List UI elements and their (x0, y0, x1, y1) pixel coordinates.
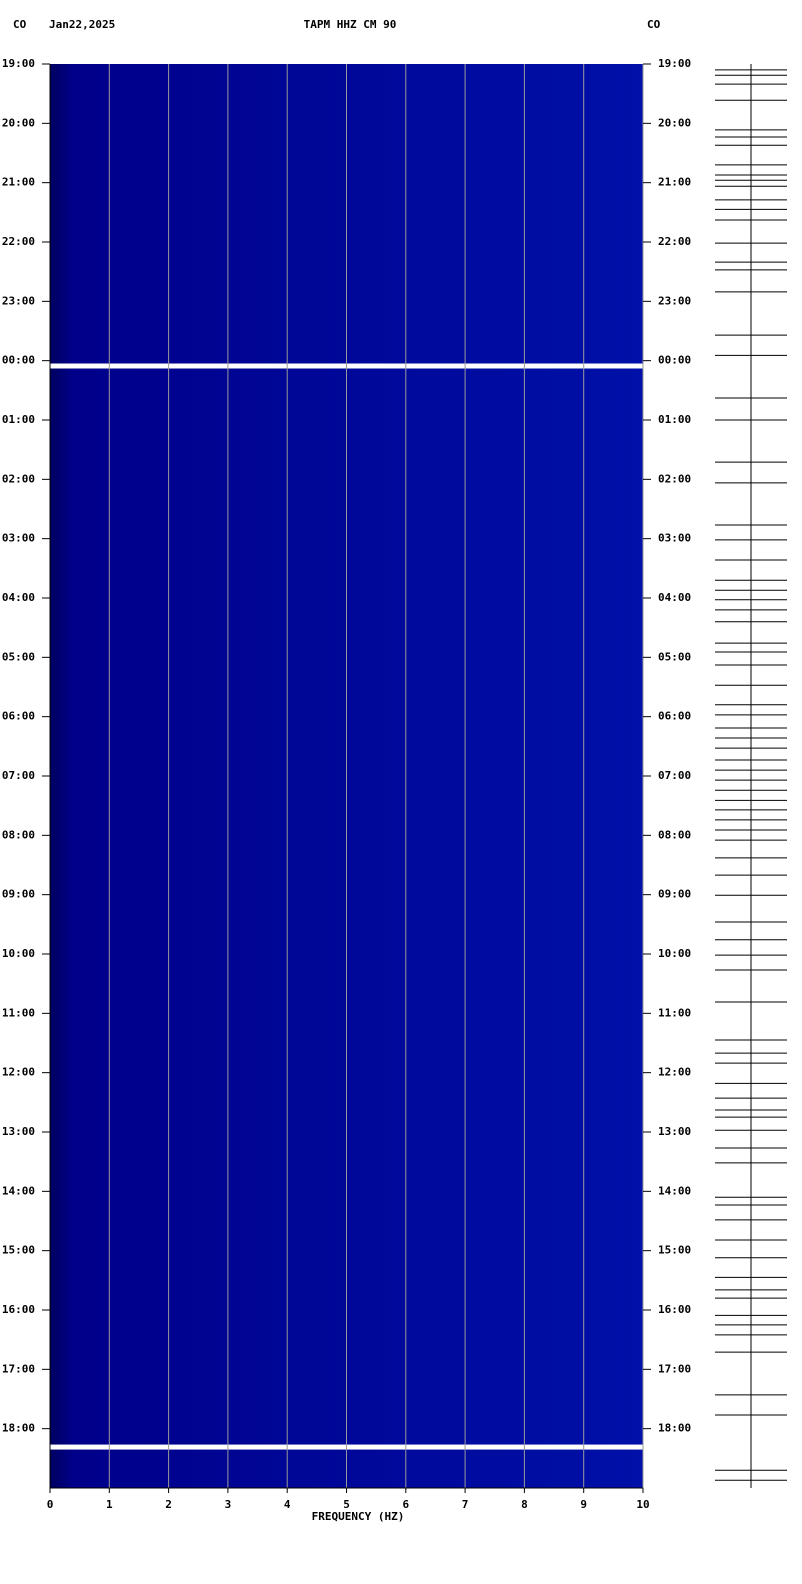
header-left: CO (13, 18, 27, 31)
y-tick-label: 11:00 (2, 1006, 35, 1019)
x-axis-label: FREQUENCY (HZ) (312, 1510, 405, 1523)
y-tick-label-right: 23:00 (658, 294, 691, 307)
y-tick-label: 13:00 (2, 1125, 35, 1138)
y-tick-label-right: 20:00 (658, 116, 691, 129)
y-tick-label-right: 06:00 (658, 710, 691, 723)
y-tick-label-right: 15:00 (658, 1244, 691, 1257)
x-tick-label: 3 (225, 1498, 232, 1511)
y-tick-label-right: 00:00 (658, 354, 691, 367)
y-tick-label: 19:00 (2, 57, 35, 70)
y-tick-label: 05:00 (2, 650, 35, 663)
y-tick-label: 00:00 (2, 354, 35, 367)
y-tick-label-right: 13:00 (658, 1125, 691, 1138)
y-tick-label-right: 07:00 (658, 769, 691, 782)
x-tick-label: 5 (343, 1498, 350, 1511)
x-tick-label: 2 (165, 1498, 172, 1511)
y-tick-label-right: 02:00 (658, 472, 691, 485)
chart-title: TAPM HHZ CM 90 (304, 18, 397, 31)
y-tick-label-right: 16:00 (658, 1303, 691, 1316)
y-tick-label-right: 18:00 (658, 1422, 691, 1435)
y-tick-label: 21:00 (2, 176, 35, 189)
x-tick-label: 1 (106, 1498, 113, 1511)
y-tick-label-right: 21:00 (658, 176, 691, 189)
y-tick-label-right: 14:00 (658, 1184, 691, 1197)
y-tick-label: 15:00 (2, 1244, 35, 1257)
y-tick-label-right: 17:00 (658, 1362, 691, 1375)
y-tick-label: 22:00 (2, 235, 35, 248)
y-tick-label: 07:00 (2, 769, 35, 782)
x-tick-label: 6 (402, 1498, 409, 1511)
y-tick-label-right: 03:00 (658, 532, 691, 545)
x-tick-label: 9 (580, 1498, 587, 1511)
y-tick-label: 18:00 (2, 1422, 35, 1435)
y-tick-label: 08:00 (2, 828, 35, 841)
x-tick-label: 10 (636, 1498, 649, 1511)
y-tick-label: 01:00 (2, 413, 35, 426)
y-tick-label-right: 05:00 (658, 650, 691, 663)
y-tick-label: 10:00 (2, 947, 35, 960)
y-tick-label: 14:00 (2, 1184, 35, 1197)
y-tick-label: 17:00 (2, 1362, 35, 1375)
y-tick-label: 23:00 (2, 294, 35, 307)
y-tick-label: 04:00 (2, 591, 35, 604)
y-tick-label: 20:00 (2, 116, 35, 129)
x-tick-label: 7 (462, 1498, 469, 1511)
y-tick-label: 16:00 (2, 1303, 35, 1316)
y-tick-label-right: 11:00 (658, 1006, 691, 1019)
y-tick-label-right: 10:00 (658, 947, 691, 960)
y-tick-label-right: 09:00 (658, 888, 691, 901)
y-tick-label: 02:00 (2, 472, 35, 485)
y-tick-label-right: 19:00 (658, 57, 691, 70)
x-tick-label: 4 (284, 1498, 291, 1511)
y-tick-label-right: 01:00 (658, 413, 691, 426)
y-tick-label-right: 22:00 (658, 235, 691, 248)
header-right: CO (647, 18, 661, 31)
date: Jan22,2025 (49, 18, 115, 31)
x-tick-label: 0 (47, 1498, 54, 1511)
y-tick-label-right: 08:00 (658, 828, 691, 841)
y-tick-label: 12:00 (2, 1066, 35, 1079)
y-tick-label-right: 04:00 (658, 591, 691, 604)
x-tick-label: 8 (521, 1498, 528, 1511)
y-tick-label: 03:00 (2, 532, 35, 545)
y-tick-label: 06:00 (2, 710, 35, 723)
y-tick-label: 09:00 (2, 888, 35, 901)
y-tick-label-right: 12:00 (658, 1066, 691, 1079)
